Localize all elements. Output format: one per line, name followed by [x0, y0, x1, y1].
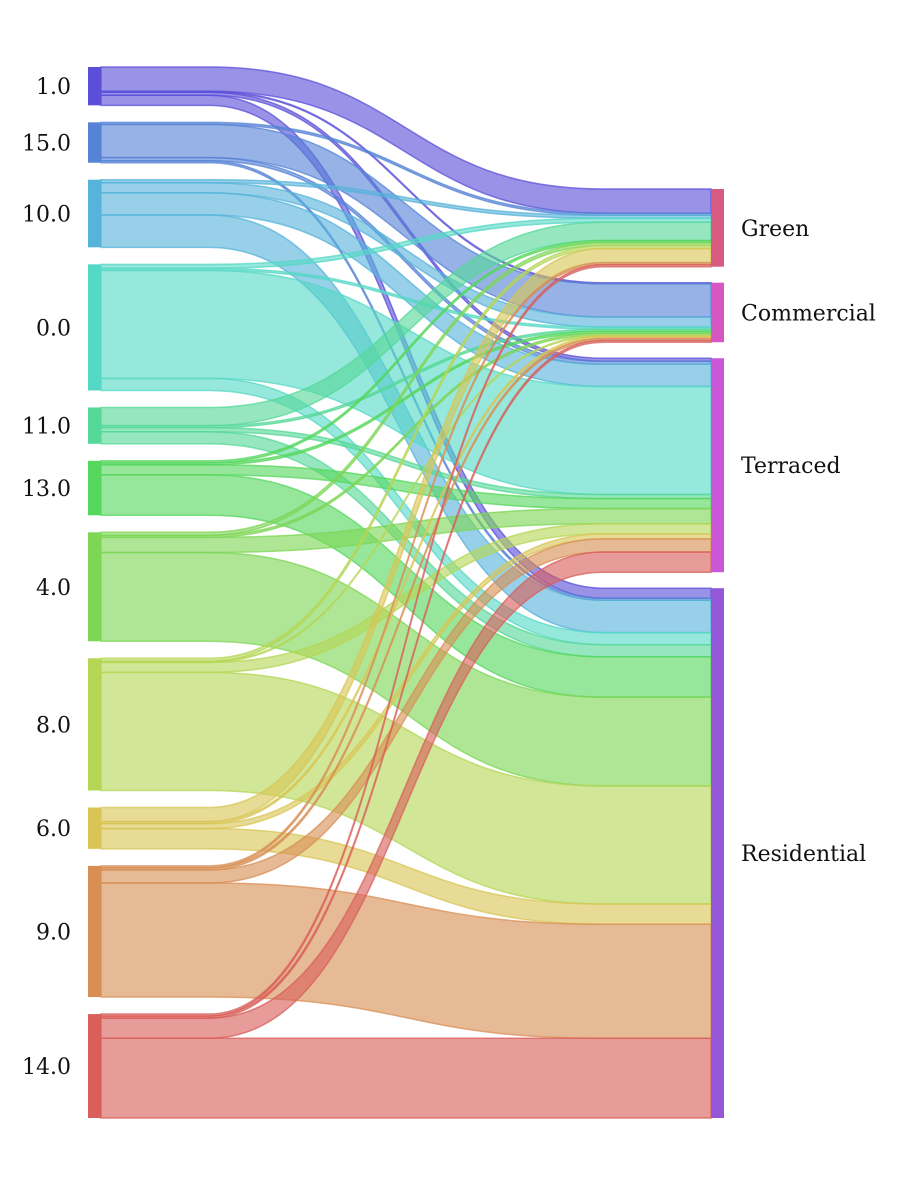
- source-label: 0.0: [36, 316, 71, 341]
- target-node-green: [711, 189, 724, 267]
- target-label: Green: [741, 217, 809, 242]
- source-label: 8.0: [36, 713, 71, 738]
- source-node-11.0: [88, 407, 101, 444]
- source-label: 11.0: [22, 415, 71, 440]
- source-label: 4.0: [36, 576, 71, 601]
- source-label: 14.0: [22, 1055, 71, 1080]
- source-label: 10.0: [22, 203, 71, 228]
- sankey-links: [100, 66, 712, 1119]
- source-node-4.0: [88, 532, 101, 642]
- source-label: 15.0: [22, 132, 71, 157]
- link-14.0-residential: [100, 1037, 712, 1119]
- link-14.0-green: [100, 263, 712, 1017]
- source-node-10.0: [88, 179, 101, 248]
- source-node-1.0: [88, 67, 101, 106]
- source-label: 9.0: [36, 920, 71, 945]
- target-node-commercial: [711, 282, 724, 343]
- source-node-8.0: [88, 658, 101, 791]
- source-node-14.0: [88, 1014, 101, 1118]
- target-node-residential: [711, 588, 724, 1118]
- source-node-15.0: [88, 122, 101, 163]
- source-node-13.0: [88, 460, 101, 516]
- source-label: 6.0: [36, 817, 71, 842]
- source-label: 1.0: [36, 75, 71, 100]
- sankey-labels: 1.0 15.0 10.0 0.0 11.0 13.0 4.0 8.0 6.0 9.0 14.0 Gr…: [22, 75, 876, 1080]
- target-node-terraced: [711, 358, 724, 573]
- target-label: Commercial: [741, 301, 876, 326]
- source-label: 13.0: [22, 477, 71, 502]
- sankey-nodes: [88, 67, 724, 1118]
- target-label: Residential: [741, 842, 866, 867]
- source-node-0.0: [88, 264, 101, 391]
- target-label: Terraced: [741, 454, 841, 479]
- source-node-6.0: [88, 807, 101, 849]
- source-node-9.0: [88, 865, 101, 998]
